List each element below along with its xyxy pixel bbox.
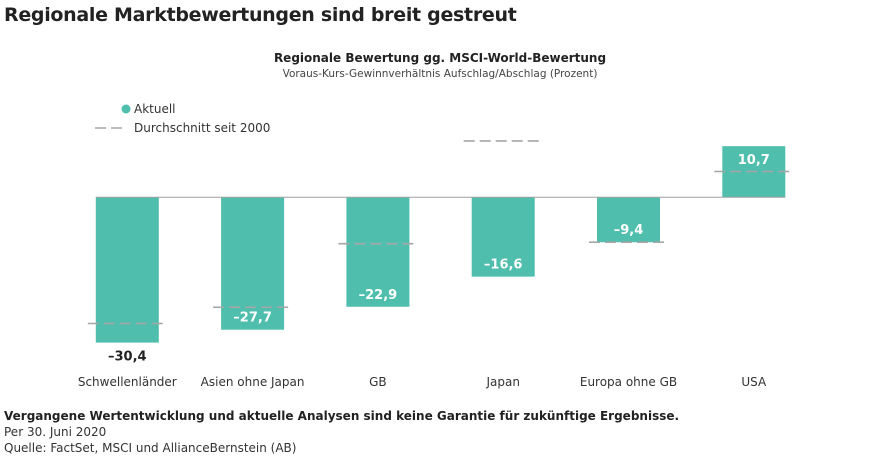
category-label: GB — [369, 375, 387, 389]
data-label: –30,4 — [108, 350, 147, 365]
chart-title: Regionale Bewertung gg. MSCI-World-Bewer… — [274, 51, 606, 65]
chart-subtitle: Voraus-Kurs-Gewinnverhältnis Aufschlag/A… — [283, 68, 598, 80]
category-label: Asien ohne Japan — [201, 375, 305, 389]
category-label: USA — [741, 375, 767, 389]
legend-label-aktuell: Aktuell — [134, 102, 176, 116]
data-label: –9,4 — [614, 223, 644, 238]
data-label: –16,6 — [484, 258, 523, 273]
as-of-date: Per 30. Juni 2020 — [4, 425, 107, 439]
page-title: Regionale Marktbewertungen sind breit ge… — [4, 4, 517, 26]
category-label: Schwellenländer — [78, 375, 177, 389]
bar — [346, 197, 410, 307]
data-label: –22,9 — [359, 288, 398, 303]
data-label: 10,7 — [738, 153, 770, 168]
category-label: Europa ohne GB — [580, 375, 677, 389]
bar — [597, 197, 660, 243]
data-label: –27,7 — [233, 311, 272, 326]
category-label: Japan — [485, 375, 519, 389]
bar-chart: Regionale Bewertung gg. MSCI-World-Bewer… — [78, 51, 794, 389]
legend-dot-aktuell — [121, 104, 131, 114]
legend-label-durchschnitt: Durchschnitt seit 2000 — [134, 121, 270, 135]
bar — [471, 197, 535, 277]
bar — [95, 197, 159, 343]
source: Quelle: FactSet, MSCI und AllianceBernst… — [4, 441, 297, 455]
disclaimer: Vergangene Wertentwicklung und aktuelle … — [4, 409, 680, 423]
